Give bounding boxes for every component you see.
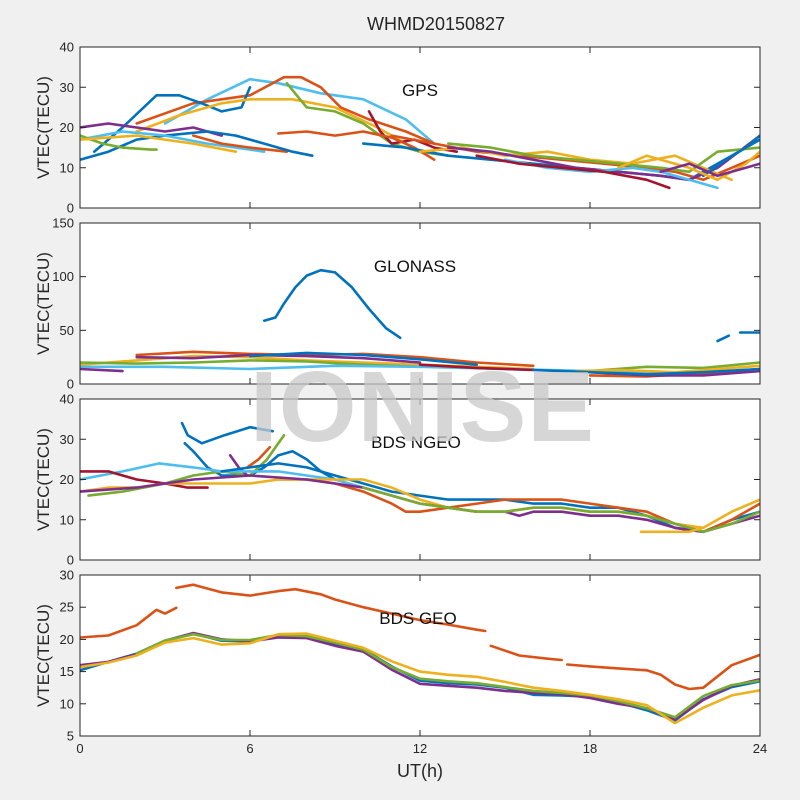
y-tick-label: 0 bbox=[67, 553, 74, 568]
y-tick-label: 10 bbox=[60, 696, 74, 711]
series-line bbox=[180, 421, 275, 445]
y-axis-label: VTEC(TECU) bbox=[34, 604, 53, 707]
series-line bbox=[616, 150, 760, 182]
panel-annotation: BDS NGEO bbox=[371, 433, 461, 452]
series-line bbox=[175, 583, 487, 633]
series-line bbox=[183, 441, 337, 481]
x-tick-label: 0 bbox=[76, 741, 83, 756]
series-line bbox=[80, 130, 266, 153]
series-line bbox=[80, 122, 223, 137]
series-line bbox=[135, 75, 436, 145]
y-tick-label: 10 bbox=[60, 512, 74, 527]
y-tick-label: 100 bbox=[52, 269, 74, 284]
series-line bbox=[92, 86, 252, 153]
panel-glonass: 0 50 100 150 VTEC(TECU) GLONASS bbox=[34, 216, 761, 392]
y-tick-label: 20 bbox=[60, 632, 74, 647]
series-line bbox=[192, 134, 289, 153]
series-line bbox=[228, 454, 249, 477]
y-tick-label: 30 bbox=[60, 568, 74, 583]
series-line bbox=[80, 632, 760, 725]
y-tick-label: 30 bbox=[60, 80, 74, 95]
panel-annotation: GPS bbox=[402, 81, 438, 100]
panel-annotation: BDS GEO bbox=[379, 609, 456, 628]
y-tick-label: 150 bbox=[52, 216, 74, 231]
series-line bbox=[531, 367, 760, 376]
series-line bbox=[276, 130, 436, 161]
series-line bbox=[503, 158, 719, 190]
series-line bbox=[475, 154, 671, 190]
series-group bbox=[80, 268, 760, 378]
series-line bbox=[262, 268, 402, 340]
panel-bds-geo: 0 6 12 18 24 5 10 15 20 25 30 VTEC(TECU) BDS GEO bbox=[34, 568, 767, 757]
y-tick-label: 15 bbox=[60, 664, 74, 679]
y-tick-label: 25 bbox=[60, 600, 74, 615]
series-line bbox=[245, 445, 272, 469]
y-tick-label: 0 bbox=[67, 201, 74, 216]
panel-gps: 0 10 20 30 40 VTEC(TECU) GPS bbox=[34, 40, 761, 216]
y-tick-label: 20 bbox=[60, 472, 74, 487]
y-axis-label: VTEC(TECU) bbox=[34, 252, 53, 355]
series-line bbox=[234, 134, 314, 157]
y-tick-label: 10 bbox=[60, 160, 74, 175]
x-tick-label: 18 bbox=[583, 741, 597, 756]
y-tick-label: 40 bbox=[60, 392, 74, 407]
series-line bbox=[565, 653, 760, 691]
series-line bbox=[163, 77, 436, 145]
series-line bbox=[418, 363, 535, 372]
series-line bbox=[639, 526, 705, 534]
series-line bbox=[446, 142, 760, 174]
y-axis-label: VTEC(TECU) bbox=[34, 428, 53, 531]
series-group bbox=[80, 421, 760, 534]
y-tick-label: 5 bbox=[67, 729, 74, 744]
series-line bbox=[135, 98, 422, 153]
y-tick-label: 20 bbox=[60, 120, 74, 135]
series-line bbox=[80, 462, 365, 489]
y-tick-label: 50 bbox=[60, 323, 74, 338]
series-line bbox=[80, 606, 178, 639]
series-line bbox=[701, 134, 760, 178]
x-tick-label: 24 bbox=[753, 741, 767, 756]
y-tick-label: 40 bbox=[60, 40, 74, 55]
series-line bbox=[80, 134, 158, 151]
y-tick-label: 0 bbox=[67, 377, 74, 392]
x-axis-label: UT(h) bbox=[397, 761, 443, 781]
x-tick-label: 6 bbox=[246, 741, 253, 756]
series-line bbox=[716, 334, 731, 343]
series-group bbox=[80, 583, 760, 725]
x-tick-label: 12 bbox=[413, 741, 427, 756]
panel-bds-ngeo: 0 10 20 30 40 VTEC(TECU) BDS NGEO bbox=[34, 392, 761, 568]
series-line bbox=[80, 367, 124, 373]
series-line bbox=[80, 134, 238, 153]
series-line bbox=[248, 351, 479, 367]
figure-title: WHMD20150827 bbox=[367, 14, 505, 34]
series-group bbox=[80, 75, 760, 190]
series-line bbox=[80, 359, 422, 369]
series-line bbox=[489, 644, 564, 662]
series-line bbox=[87, 433, 286, 497]
series-line bbox=[659, 162, 760, 178]
y-tick-label: 30 bbox=[60, 432, 74, 447]
y-axis-label: VTEC(TECU) bbox=[34, 76, 53, 179]
panel-annotation: GLONASS bbox=[374, 257, 456, 276]
series-line bbox=[80, 470, 209, 489]
